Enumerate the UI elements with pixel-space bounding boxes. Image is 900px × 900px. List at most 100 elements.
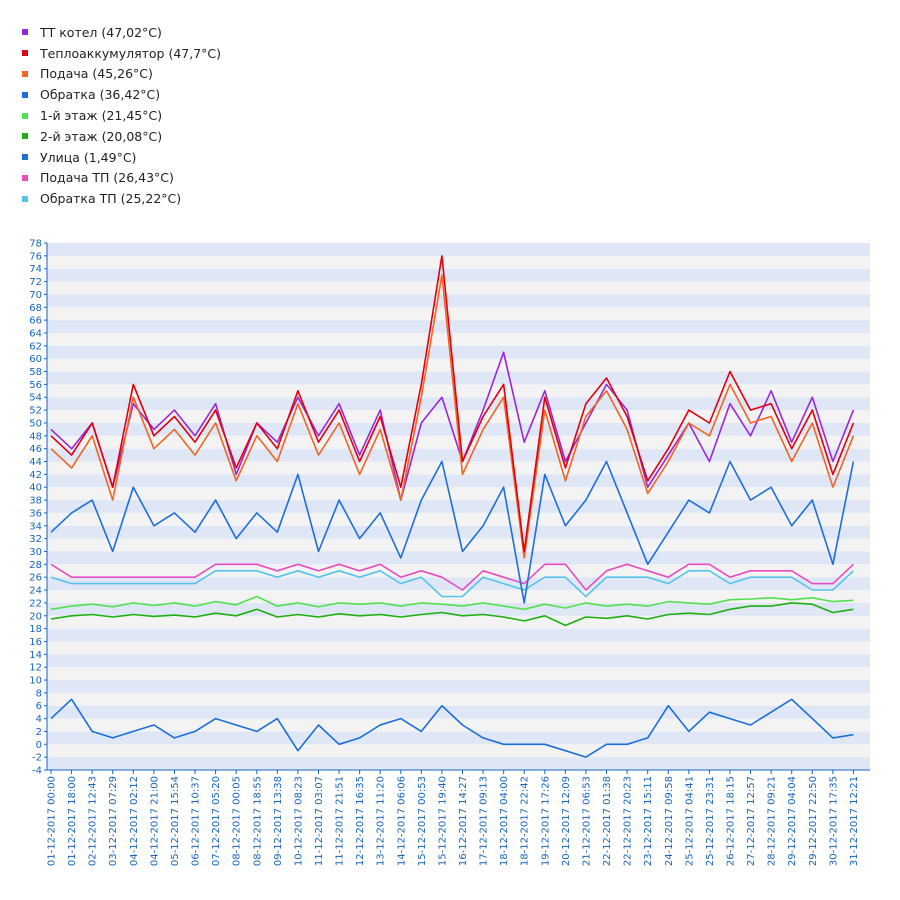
legend-swatch: [22, 50, 28, 57]
y-tick-label: 54: [29, 393, 42, 404]
grid-band: [47, 680, 870, 693]
y-tick-label: 70: [29, 290, 42, 301]
grid-band: [47, 564, 870, 578]
legend-item: Обратка ТП (25,22°C): [20, 188, 221, 209]
legend-item: Подача ТП (26,43°C): [20, 168, 221, 189]
x-tick-label: 07-12-2017 05:20: [211, 776, 222, 866]
x-tick-label: 08-12-2017 00:05: [232, 776, 243, 866]
legend-swatch: [22, 195, 28, 202]
y-tick-label: 26: [29, 573, 42, 584]
y-tick-label: 6: [36, 701, 42, 712]
y-tick-label: 0: [36, 740, 42, 751]
series-line-2: [50, 274, 855, 559]
y-tick-label: 12: [29, 663, 42, 674]
y-tick-label: 56: [29, 380, 42, 391]
x-tick-label: 30-12-2017 17:35: [828, 776, 839, 866]
series-line-0: [50, 351, 855, 501]
grid-band: [47, 744, 870, 758]
grid-band: [47, 332, 870, 346]
y-tick-label: 62: [29, 341, 42, 352]
grid-band: [47, 641, 870, 655]
chart-legend: ТТ котел (47,02°C) Теплоаккумулятор (47,7…: [20, 22, 221, 209]
x-tick-label: 12-12-2017 16:35: [355, 776, 366, 866]
x-tick-label: 03-12-2017 07:29: [108, 776, 119, 866]
x-tick-label: 01-12-2017 00:00: [47, 776, 58, 866]
grid-band: [47, 757, 870, 770]
x-tick-label: 27-12-2017 12:57: [746, 776, 757, 866]
y-tick-label: 14: [29, 650, 42, 661]
grid-band: [47, 602, 870, 616]
series-line-5: [50, 602, 854, 627]
y-tick-label: 38: [29, 496, 42, 507]
y-tick-label: 58: [29, 367, 42, 378]
x-tick-label: 24-12-2017 09:58: [664, 776, 675, 866]
x-tick-label: 17-12-2017 09:13: [479, 776, 490, 866]
x-tick-label: 18-12-2017 22:42: [520, 776, 531, 866]
grid-band: [47, 371, 870, 385]
x-tick-label: 22-12-2017 01:38: [602, 776, 613, 866]
y-tick-label: 46: [29, 444, 42, 455]
x-tick-label: 18-12-2017 04:00: [499, 776, 510, 866]
x-tick-label: 04-12-2017 21:00: [149, 776, 160, 866]
x-tick-label: 25-12-2017 04:41: [684, 776, 695, 866]
grid-band: [47, 294, 870, 308]
legend-label: ТТ котел (47,02°C): [40, 24, 162, 40]
y-tick-label: 10: [29, 676, 42, 687]
series-line-8: [50, 569, 854, 598]
legend-swatch: [22, 70, 28, 77]
y-tick-label: 66: [29, 316, 42, 327]
legend-item: Теплоаккумулятор (47,7°C): [20, 43, 221, 64]
legend-swatch: [22, 174, 28, 181]
y-tick-label: 50: [29, 418, 42, 429]
grid-band: [47, 577, 870, 591]
x-tick-label: 29-12-2017 22:50: [808, 776, 819, 866]
legend-label: 2-й этаж (20,08°C): [40, 128, 163, 144]
legend-swatch: [22, 29, 28, 36]
grid-band: [47, 307, 870, 321]
legend-item: Улица (1,49°C): [20, 147, 221, 168]
grid-band: [47, 654, 870, 668]
y-tick-label: 42: [29, 470, 42, 481]
legend-item: Подача (45,26°C): [20, 64, 221, 85]
x-tick-label: 14-12-2017 06:06: [396, 776, 407, 866]
grid-band: [47, 474, 870, 488]
series-line-6: [50, 698, 854, 758]
y-tick-label: 74: [29, 264, 42, 275]
x-tick-label: 21-12-2017 06:53: [581, 776, 592, 866]
legend-swatch: [22, 112, 28, 119]
grid-band: [47, 731, 870, 745]
legend-item: 1-й этаж (21,45°C): [20, 105, 221, 126]
x-tick-label: 28-12-2017 09:21: [767, 776, 778, 866]
y-tick-label: 18: [29, 624, 42, 635]
x-tick-label: 15-12-2017 00:53: [417, 776, 428, 866]
legend-item: 2-й этаж (20,08°C): [20, 126, 221, 147]
series-line-4: [50, 595, 854, 611]
legend-label: Обратка ТП (25,22°C): [40, 191, 182, 207]
x-tick-label: 29-12-2017 04:04: [787, 776, 798, 866]
y-tick-label: 48: [29, 431, 42, 442]
grid-band: [47, 628, 870, 642]
grid-band: [47, 705, 870, 719]
y-tick-label: 22: [29, 598, 42, 609]
y-tick-label: 30: [29, 547, 42, 558]
grid-band: [47, 268, 870, 282]
grid-band: [47, 358, 870, 372]
legend-swatch: [22, 154, 28, 161]
x-tick-label: 22-12-2017 20:23: [623, 776, 634, 866]
y-tick-label: 28: [29, 560, 42, 571]
grid-band: [47, 500, 870, 513]
x-tick-label: 23-12-2017 15:11: [643, 776, 654, 866]
series-line-3: [50, 460, 855, 604]
grid-band: [47, 345, 870, 359]
y-tick-label: 76: [29, 251, 42, 262]
x-tick-label: 01-12-2017 18:00: [67, 776, 78, 866]
grid-band: [47, 487, 870, 501]
y-tick-label: 60: [29, 354, 42, 365]
legend-item: Обратка (36,42°C): [20, 84, 221, 105]
x-tick-label: 11-12-2017 21:51: [335, 776, 346, 866]
y-tick-label: 24: [29, 586, 42, 597]
y-tick-label: 2: [36, 727, 42, 738]
grid-band: [47, 448, 870, 462]
y-tick-label: 32: [29, 534, 42, 545]
